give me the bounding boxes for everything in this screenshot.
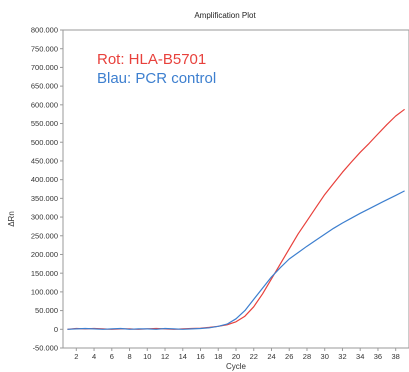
y-tick-label: -50.000 [33, 344, 58, 353]
x-tick-label: 12 [161, 352, 169, 361]
x-tick-label: 28 [303, 352, 311, 361]
x-tick-label: 10 [143, 352, 151, 361]
y-tick-label: 800.000 [31, 26, 58, 35]
x-axis-title: Cycle [226, 362, 247, 371]
y-tick-label: 550.000 [31, 119, 58, 128]
x-tick-label: 14 [179, 352, 187, 361]
y-tick-label: 0 [54, 325, 58, 334]
x-tick-label: 32 [338, 352, 346, 361]
plot-frame [62, 29, 409, 349]
y-tick-label: 700.000 [31, 63, 58, 72]
x-tick-label: 22 [250, 352, 258, 361]
y-tick-label: 200.000 [31, 250, 58, 259]
y-tick-label: 650.000 [31, 82, 58, 91]
y-tick-label: 100.000 [31, 287, 58, 296]
legend-item-hla-b5701: Rot: HLA-B5701 [97, 51, 206, 68]
x-tick-label: 34 [356, 352, 364, 361]
y-tick-label: 150.000 [31, 269, 58, 278]
data-lines [67, 108, 405, 330]
x-tick-label: 24 [267, 352, 275, 361]
y-tick-label: 300.000 [31, 213, 58, 222]
y-tick-label: 500.000 [31, 138, 58, 147]
x-tick-label: 30 [321, 352, 329, 361]
series-line-pcr-control [67, 190, 405, 330]
x-tick-label: 16 [196, 352, 204, 361]
x-tick-label: 4 [92, 352, 96, 361]
chart-title: Amplification Plot [194, 11, 256, 20]
x-tick-label: 20 [232, 352, 240, 361]
x-tick-label: 38 [392, 352, 400, 361]
legend-item-pcr-control: Blau: PCR control [97, 70, 216, 87]
x-tick-label: 18 [214, 352, 222, 361]
y-axis: -50.000 0 50.000 100.000 150.000 200.000 250.0… [31, 26, 63, 353]
y-tick-label: 350.000 [31, 194, 58, 203]
y-axis-title: ΔRn [7, 211, 16, 227]
y-tick-label: 750.000 [31, 44, 58, 53]
x-tick-label: 26 [285, 352, 293, 361]
y-tick-label: 400.000 [31, 175, 58, 184]
x-tick-label: 8 [127, 352, 131, 361]
y-tick-label: 600.000 [31, 100, 58, 109]
x-tick-label: 6 [110, 352, 114, 361]
x-axis: 2 4 6 8 10 12 14 16 18 20 22 24 26 28 30 32 34 36 38 [74, 348, 400, 361]
y-tick-label: 50.000 [35, 306, 58, 315]
x-tick-label: 36 [374, 352, 382, 361]
x-tick-label: 2 [74, 352, 78, 361]
y-tick-label: 450.000 [31, 157, 58, 166]
y-tick-label: 250.000 [31, 231, 58, 240]
